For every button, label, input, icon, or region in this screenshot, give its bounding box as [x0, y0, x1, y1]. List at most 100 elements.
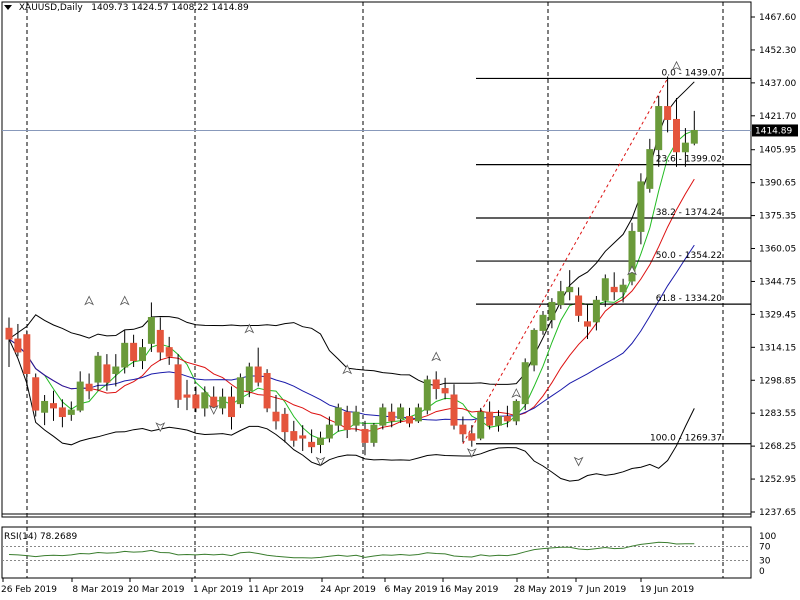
candle-body: [388, 411, 396, 422]
candle: [32, 373, 40, 417]
rsi-level-label: 100: [759, 532, 776, 542]
candle: [557, 280, 565, 309]
candle: [397, 403, 405, 423]
candle-body: [610, 286, 618, 293]
candle: [414, 403, 422, 423]
candle: [156, 317, 164, 361]
candle-body: [503, 416, 511, 422]
candle-body: [459, 424, 467, 435]
candle-body: [130, 342, 138, 362]
y-tick-label: 1452.30: [759, 46, 796, 56]
candle-body: [566, 286, 574, 293]
candle: [103, 354, 111, 391]
y-tick-label: 1268.25: [759, 442, 796, 452]
candle-body: [50, 403, 57, 409]
candle-body: [14, 338, 22, 353]
candle: [23, 330, 31, 387]
candle-body: [637, 181, 645, 232]
fractal-marker-icon: [431, 351, 442, 362]
candle-body: [690, 129, 698, 144]
candle: [584, 304, 591, 340]
fractal-marker-icon: [511, 388, 522, 398]
candle: [646, 138, 654, 193]
candle-body: [147, 317, 155, 344]
candle-body: [601, 278, 609, 301]
candle: [370, 422, 378, 447]
x-tick-label: 26 Feb 2019: [1, 585, 57, 595]
candle: [690, 110, 698, 146]
y-tick-label: 1344.75: [759, 277, 796, 287]
candle-body: [673, 118, 680, 153]
candle-body: [254, 366, 262, 383]
y-tick-label: 1298.85: [759, 376, 796, 386]
candle-body: [165, 347, 173, 357]
candle-body: [414, 407, 422, 422]
candle-body: [201, 392, 209, 409]
candle: [664, 76, 672, 133]
candle: [308, 429, 316, 454]
candle: [423, 375, 431, 415]
candle: [325, 416, 333, 443]
x-tick-label: 16 May 2019: [440, 585, 499, 595]
candle-body: [486, 411, 494, 426]
candle-body: [477, 411, 485, 439]
fractal-marker-icon: [573, 456, 584, 467]
candle: [299, 425, 307, 451]
candle-body: [139, 347, 146, 362]
fractal-marker-icon: [244, 323, 255, 334]
x-tick-label: 8 Mar 2019: [72, 585, 124, 595]
candle: [201, 386, 209, 417]
candle-body: [334, 407, 342, 426]
fractal-marker-icon: [342, 364, 353, 375]
candle: [183, 379, 191, 411]
candle-body: [317, 437, 324, 446]
dropdown-icon[interactable]: [4, 5, 12, 10]
x-tick-label: 7 Jun 2019: [578, 585, 627, 595]
candle: [592, 295, 600, 331]
candle: [468, 425, 476, 447]
rsi-frame: [1, 526, 752, 579]
candle-body: [210, 396, 218, 409]
candle: [388, 403, 396, 428]
ma-mid-line: [8, 178, 695, 432]
candle: [219, 388, 227, 415]
candle-body: [646, 149, 654, 189]
candle-body: [628, 230, 636, 282]
candle: [112, 354, 120, 387]
candle: [512, 399, 520, 426]
candle-body: [441, 388, 449, 394]
candle-body: [361, 428, 369, 443]
candle: [521, 358, 529, 411]
y-tick-label: 1237.65: [759, 508, 796, 518]
candle: [94, 351, 102, 391]
candle: [41, 395, 49, 426]
candle-body: [397, 407, 405, 420]
candle: [50, 390, 57, 421]
candle: [76, 371, 84, 413]
candle: [147, 302, 155, 352]
rsi-label: RSI(14) 78.2689: [4, 532, 78, 542]
candle: [130, 334, 138, 368]
y-tick-label: 1360.05: [759, 245, 796, 255]
x-tick-label: 11 Apr 2019: [248, 585, 304, 595]
candle: [5, 317, 13, 368]
bollinger-upper: [8, 81, 695, 387]
candle-body: [584, 321, 591, 327]
y-tick-label: 1437.00: [759, 79, 796, 89]
candle-body: [468, 433, 476, 441]
x-tick-label: 1 Apr 2019: [193, 585, 243, 595]
y-tick-label: 1375.35: [759, 212, 796, 222]
candle: [317, 431, 324, 454]
candle-body: [228, 396, 235, 418]
fib-level-label: 0.0 - 1439.07: [662, 68, 723, 78]
candle: [352, 405, 360, 432]
candle-body: [5, 327, 13, 340]
candle-body: [432, 379, 440, 390]
candle-body: [406, 416, 413, 424]
fib-level-label: 50.0 - 1354.22: [656, 251, 722, 261]
candle-body: [219, 396, 227, 409]
candle: [477, 407, 485, 441]
candle-body: [352, 411, 360, 426]
x-tick-label: 19 Jun 2019: [640, 585, 694, 595]
